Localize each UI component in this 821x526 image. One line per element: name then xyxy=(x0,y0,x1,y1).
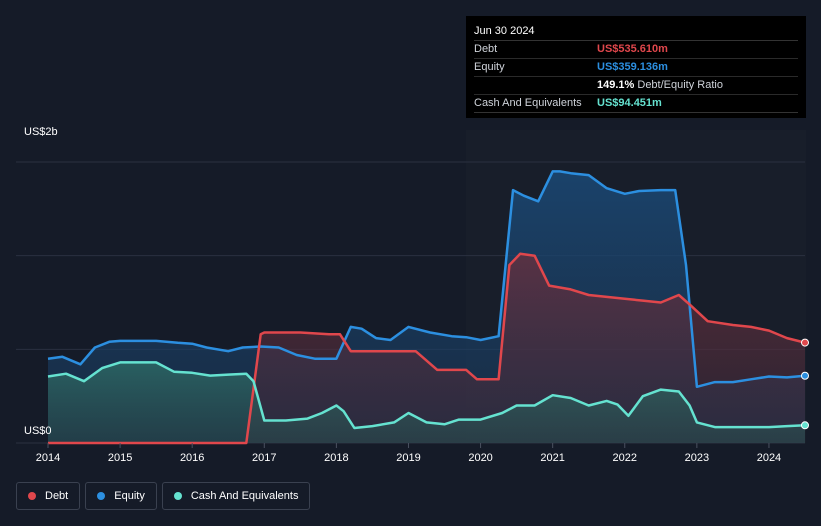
legend-item-debt[interactable]: Debt xyxy=(16,482,81,510)
equity-line xyxy=(47,170,806,389)
cash-area xyxy=(48,362,805,443)
tooltip-debt-value: US$535.610m xyxy=(597,43,668,55)
legend-dot-debt xyxy=(28,492,36,500)
tooltip-equity-value: US$359.136m xyxy=(597,61,668,73)
tooltip-equity-label: Equity xyxy=(474,61,505,73)
cash-endpoint xyxy=(801,421,809,430)
x-tick-label: 2018 xyxy=(324,452,348,464)
x-axis: 2014 2015 2016 2017 2018 2019 2020 2021 2022 2023… xyxy=(36,443,781,464)
tooltip-ratio-label: Debt/Equity Ratio xyxy=(637,79,723,91)
equity-endpoint xyxy=(801,371,809,380)
series-lines xyxy=(47,170,806,445)
debt-endpoint xyxy=(801,338,809,347)
tooltip-cash-label: Cash And Equivalents xyxy=(474,97,582,109)
tooltip: Jun 30 2024 Debt US$535.610m Equity US$3… xyxy=(466,16,806,118)
series-endpoints xyxy=(801,338,809,430)
legend-item-cash[interactable]: Cash And Equivalents xyxy=(161,482,311,510)
tooltip-cash-row: Cash And Equivalents US$94.451m xyxy=(474,95,798,113)
debt-line xyxy=(48,252,806,445)
x-tick-label: 2020 xyxy=(468,452,492,464)
x-tick-label: 2022 xyxy=(613,452,637,464)
legend-dot-cash xyxy=(173,492,182,500)
tooltip-ratio-value: 149.1% xyxy=(597,79,635,91)
legend-dot-equity xyxy=(97,492,106,500)
x-tick-label: 2016 xyxy=(180,452,204,464)
tooltip-debt-row: Debt US$535.610m xyxy=(474,41,798,59)
tooltip-equity-row: Equity US$359.136m xyxy=(474,59,798,77)
tooltip-debt-label: Debt xyxy=(474,43,498,55)
tooltip-cash-value: US$94.451m xyxy=(597,97,662,109)
x-tick-label: 2021 xyxy=(540,452,564,464)
x-tick-label: 2024 xyxy=(757,452,781,464)
debt-area xyxy=(48,253,805,443)
legend-item-equity[interactable]: Equity xyxy=(85,482,157,510)
legend-label-debt: Debt xyxy=(45,490,69,502)
x-tick-label: 2017 xyxy=(252,452,276,464)
x-tick-label: 2023 xyxy=(685,452,709,464)
tooltip-date: Jun 30 2024 xyxy=(474,24,798,41)
x-tick-label: 2019 xyxy=(396,452,420,464)
legend-label-cash: Cash And Equivalents xyxy=(190,490,299,502)
tooltip-ratio-row: 149.1% Debt/Equity Ratio xyxy=(474,77,798,95)
y-axis-top-label: US$2b xyxy=(24,126,58,138)
legend: Debt Equity Cash And Equivalents xyxy=(16,482,311,510)
y-axis-bottom-label: US$0 xyxy=(24,425,52,437)
cash-line xyxy=(47,361,806,430)
x-tick-label: 2014 xyxy=(36,452,60,464)
legend-label-equity: Equity xyxy=(114,490,145,502)
x-tick-label: 2015 xyxy=(108,452,132,464)
